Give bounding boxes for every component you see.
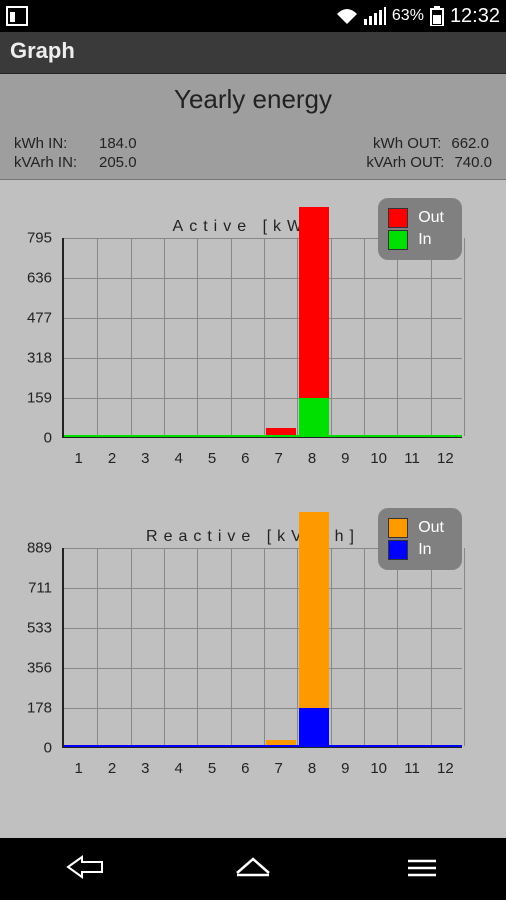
plot-area xyxy=(62,238,462,438)
legend-item: In xyxy=(388,230,444,250)
battery-pct: 63% xyxy=(392,7,424,25)
x-tick-label: 10 xyxy=(370,760,387,777)
title-area: Yearly energy xyxy=(0,74,506,121)
kwh-in-value: 184.0 xyxy=(99,135,137,152)
legend-item: Out xyxy=(388,208,444,228)
y-tick-label: 889 xyxy=(27,540,52,557)
y-tick-label: 178 xyxy=(27,699,52,716)
bar-in xyxy=(299,708,329,746)
page-title: Yearly energy xyxy=(0,84,506,115)
axis-baseline xyxy=(64,745,462,747)
x-tick-label: 1 xyxy=(74,760,82,777)
bar-in xyxy=(299,398,329,436)
kvarh-in-value: 205.0 xyxy=(99,154,137,171)
x-tick-label: 3 xyxy=(141,450,149,467)
chart-app-icon xyxy=(6,6,28,26)
legend-item: In xyxy=(388,540,444,560)
x-tick-label: 9 xyxy=(341,760,349,777)
y-tick-label: 477 xyxy=(27,310,52,327)
x-tick-label: 7 xyxy=(274,450,282,467)
legend-label: In xyxy=(418,231,431,249)
axis-baseline xyxy=(64,435,462,437)
kwh-out-value: 662.0 xyxy=(451,135,489,152)
y-tick-label: 636 xyxy=(27,270,52,287)
x-tick-label: 4 xyxy=(174,760,182,777)
y-tick-label: 795 xyxy=(27,230,52,247)
y-tick-label: 356 xyxy=(27,659,52,676)
x-tick-label: 2 xyxy=(108,450,116,467)
plot-area xyxy=(62,548,462,748)
y-tick-label: 711 xyxy=(28,580,52,597)
menu-button[interactable] xyxy=(400,853,444,886)
battery-icon xyxy=(430,6,444,26)
x-tick-label: 8 xyxy=(308,450,316,467)
legend-swatch xyxy=(388,230,408,250)
y-tick-label: 0 xyxy=(44,430,52,447)
x-tick-label: 3 xyxy=(141,760,149,777)
kvarh-out-value: 740.0 xyxy=(454,154,492,171)
wifi-icon xyxy=(336,7,358,25)
x-tick-label: 5 xyxy=(208,760,216,777)
kwh-out-label: kWh OUT: xyxy=(366,135,441,152)
x-tick-label: 6 xyxy=(241,760,249,777)
clock: 12:32 xyxy=(450,5,500,28)
legend-label: Out xyxy=(418,209,444,227)
chart-legend: Out In xyxy=(378,508,462,570)
x-tick-label: 9 xyxy=(341,450,349,467)
bar-out xyxy=(299,207,329,398)
stats-panel: kWh IN: 184.0 kVArh IN: 205.0 kWh OUT: 6… xyxy=(0,121,506,180)
legend-swatch xyxy=(388,208,408,228)
y-tick-label: 0 xyxy=(44,740,52,757)
x-tick-label: 5 xyxy=(208,450,216,467)
status-bar: 63% 12:32 xyxy=(0,0,506,32)
chart-legend: Out In xyxy=(378,198,462,260)
charts-area: Active [kWh]OutIn01593184776367951234567… xyxy=(0,180,506,808)
kvarh-out-label: kVArh OUT: xyxy=(366,154,444,171)
active-chart: Active [kWh]OutIn01593184776367951234567… xyxy=(0,198,506,498)
x-tick-label: 10 xyxy=(370,450,387,467)
x-tick-label: 11 xyxy=(404,450,420,467)
x-tick-label: 4 xyxy=(174,450,182,467)
legend-swatch xyxy=(388,540,408,560)
bar-out xyxy=(299,512,329,708)
y-tick-label: 159 xyxy=(27,390,52,407)
home-button[interactable] xyxy=(231,853,275,886)
app-bar-title: Graph xyxy=(10,38,75,63)
x-tick-label: 11 xyxy=(404,760,420,777)
x-tick-label: 6 xyxy=(241,450,249,467)
signal-icon xyxy=(364,7,386,25)
app-bar: Graph xyxy=(0,32,506,74)
legend-label: Out xyxy=(418,519,444,537)
x-tick-label: 2 xyxy=(108,760,116,777)
back-button[interactable] xyxy=(62,853,106,886)
reactive-chart: Reactive [kVArh]OutIn0178356533711889123… xyxy=(0,508,506,808)
y-tick-label: 318 xyxy=(27,350,52,367)
legend-item: Out xyxy=(388,518,444,538)
x-tick-label: 1 xyxy=(74,450,82,467)
kwh-in-label: kWh IN: xyxy=(14,135,89,152)
x-tick-label: 8 xyxy=(308,760,316,777)
x-tick-label: 7 xyxy=(274,760,282,777)
y-tick-label: 533 xyxy=(27,620,52,637)
legend-label: In xyxy=(418,541,431,559)
x-tick-label: 12 xyxy=(437,450,454,467)
android-nav-bar xyxy=(0,838,506,900)
legend-swatch xyxy=(388,518,408,538)
kvarh-in-label: kVArh IN: xyxy=(14,154,89,171)
x-tick-label: 12 xyxy=(437,760,454,777)
